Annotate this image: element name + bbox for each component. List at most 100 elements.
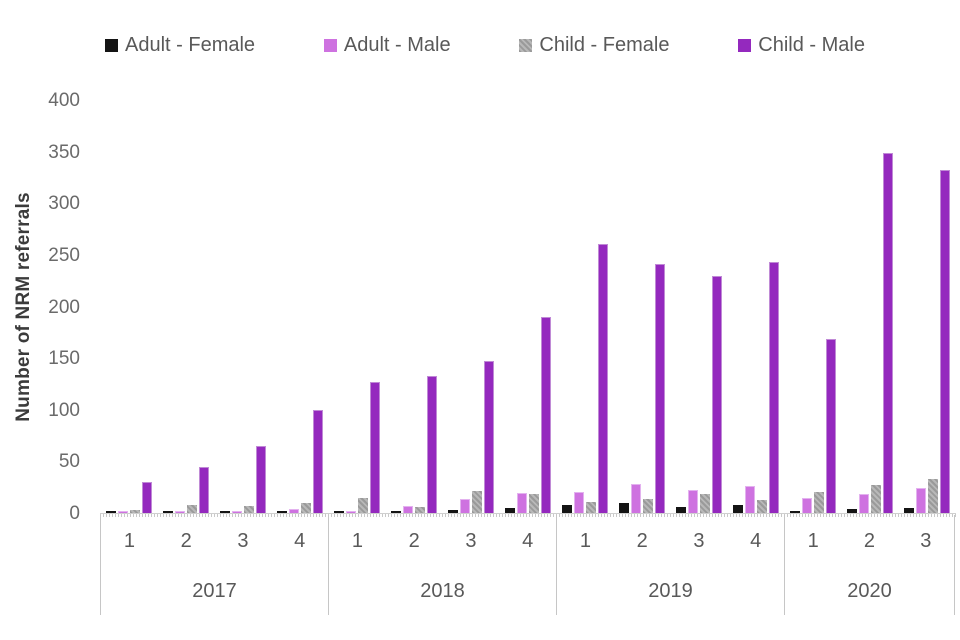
quarter-group-2017-q1 [100, 100, 157, 513]
bar-adult-male-2017-q2 [174, 510, 185, 513]
y-tick-label: 100 [48, 399, 80, 421]
bar-child-male-2017-q1 [141, 482, 152, 513]
plot-area [100, 100, 956, 513]
legend-swatch-icon [105, 38, 118, 52]
bar-child-female-2018-q2 [414, 506, 425, 513]
year-group-2017 [100, 100, 328, 513]
bar-adult-male-2019-q1 [573, 492, 584, 513]
quarter-label-row: 1 2 3 [785, 515, 954, 567]
bar-adult-female-2017-q3 [219, 511, 230, 513]
x-axis-tick-marks [100, 514, 956, 517]
bar-child-female-2020-q2 [870, 485, 881, 513]
bar-adult-female-2018-q4 [504, 507, 515, 513]
x-axis-line [100, 513, 956, 514]
quarter-group-2019-q2 [613, 100, 670, 513]
quarter-group-2018-q2 [385, 100, 442, 513]
bar-adult-female-2019-q2 [618, 502, 629, 513]
bar-child-male-2017-q3 [255, 445, 266, 513]
bar-adult-female-2020-q3 [903, 507, 914, 513]
quarter-label: 4 [522, 529, 534, 552]
bar-adult-female-2017-q4 [276, 510, 287, 513]
bar-child-female-2019-q2 [642, 498, 653, 513]
bar-adult-female-2018-q2 [390, 511, 401, 513]
quarter-label-row: 1 2 3 4 [101, 515, 328, 567]
y-tick-label: 0 [69, 503, 80, 524]
legend-label: Child - Male [758, 33, 865, 56]
quarter-label: 4 [750, 529, 762, 552]
legend-swatch-icon [323, 38, 337, 52]
x-axis-category-table: 1 2 3 4 2017 1 2 3 4 2018 1 2 3 4 2019 1 2 3 2020 [100, 515, 956, 615]
bar-adult-male-2017-q1 [117, 511, 128, 513]
legend-label: Adult - Male [343, 33, 451, 56]
year-label: 2020 [847, 579, 892, 602]
bar-child-male-2019-q2 [654, 264, 665, 513]
bar-child-male-2018-q4 [540, 316, 551, 513]
bar-adult-female-2017-q1 [105, 511, 116, 513]
quarter-label: 1 [807, 529, 819, 552]
quarter-label: 3 [920, 529, 932, 552]
bar-adult-male-2019-q3 [687, 490, 698, 513]
x-axis-year-box-2020: 1 2 3 2020 [784, 515, 955, 615]
quarter-group-2018-q1 [328, 100, 385, 513]
legend-item-child-male: Child - Male [738, 34, 865, 57]
bar-adult-female-2020-q1 [789, 510, 800, 513]
y-tick-label: 400 [48, 90, 80, 111]
year-label: 2018 [420, 579, 465, 602]
bar-adult-male-2017-q4 [288, 508, 299, 513]
quarter-group-2017-q3 [214, 100, 271, 513]
quarter-label: 1 [123, 529, 135, 552]
year-group-2020 [784, 100, 955, 513]
quarter-label-row: 1 2 3 4 [557, 515, 784, 567]
legend-swatch-icon [738, 38, 752, 52]
bar-child-female-2018-q3 [471, 491, 482, 513]
bar-child-male-2019-q3 [711, 275, 722, 513]
bar-adult-male-2020-q2 [858, 494, 869, 513]
quarter-label-row: 1 2 3 4 [329, 515, 556, 567]
bar-child-male-2017-q2 [198, 466, 209, 513]
bar-adult-female-2017-q2 [162, 511, 173, 513]
bar-adult-male-2018-q3 [459, 498, 470, 513]
quarter-label: 3 [465, 529, 477, 552]
year-group-2018 [328, 100, 556, 513]
bar-adult-female-2018-q1 [333, 511, 344, 513]
quarter-label: 1 [351, 529, 363, 552]
quarter-label: 3 [237, 529, 249, 552]
y-tick-label: 200 [48, 296, 80, 318]
bar-child-female-2020-q1 [813, 492, 824, 513]
bar-adult-male-2018-q1 [345, 510, 356, 513]
quarter-group-2018-q3 [442, 100, 499, 513]
legend-label: Adult - Female [125, 33, 256, 56]
y-tick-label: 300 [48, 193, 80, 215]
bar-child-female-2019-q4 [756, 499, 767, 513]
quarter-label: 2 [636, 529, 648, 552]
bar-adult-male-2017-q3 [231, 510, 242, 513]
bar-child-male-2020-q1 [825, 338, 836, 513]
quarter-group-2019-q1 [556, 100, 613, 513]
y-tick-label: 350 [48, 141, 80, 163]
quarter-label: 4 [294, 529, 306, 552]
x-axis-year-box-2018: 1 2 3 4 2018 [328, 515, 556, 615]
bar-child-female-2017-q3 [243, 505, 254, 513]
bar-adult-female-2019-q4 [732, 504, 743, 513]
bar-child-male-2020-q3 [939, 170, 950, 513]
x-axis-year-box-2017: 1 2 3 4 2017 [100, 515, 328, 615]
bar-adult-female-2018-q3 [447, 509, 458, 513]
bar-child-male-2017-q4 [312, 409, 323, 513]
year-label: 2017 [192, 579, 237, 602]
chart-legend: Adult - Female Adult - Male Child - Female… [105, 32, 865, 58]
bar-child-male-2018-q2 [426, 375, 437, 513]
legend-item-child-female: Child - Female [519, 34, 669, 57]
quarter-label: 2 [180, 529, 192, 552]
quarter-label: 2 [408, 529, 420, 552]
bar-child-female-2018-q4 [528, 494, 539, 513]
quarter-group-2017-q2 [157, 100, 214, 513]
year-label: 2019 [648, 579, 693, 602]
quarter-label: 2 [863, 529, 876, 552]
bar-child-female-2017-q2 [186, 504, 197, 513]
quarter-label: 3 [693, 529, 705, 552]
bar-adult-male-2018-q4 [516, 493, 527, 513]
bar-adult-female-2019-q3 [675, 506, 686, 513]
legend-item-adult-female: Adult - Female [105, 34, 255, 57]
legend-item-adult-male: Adult - Male [323, 33, 451, 57]
